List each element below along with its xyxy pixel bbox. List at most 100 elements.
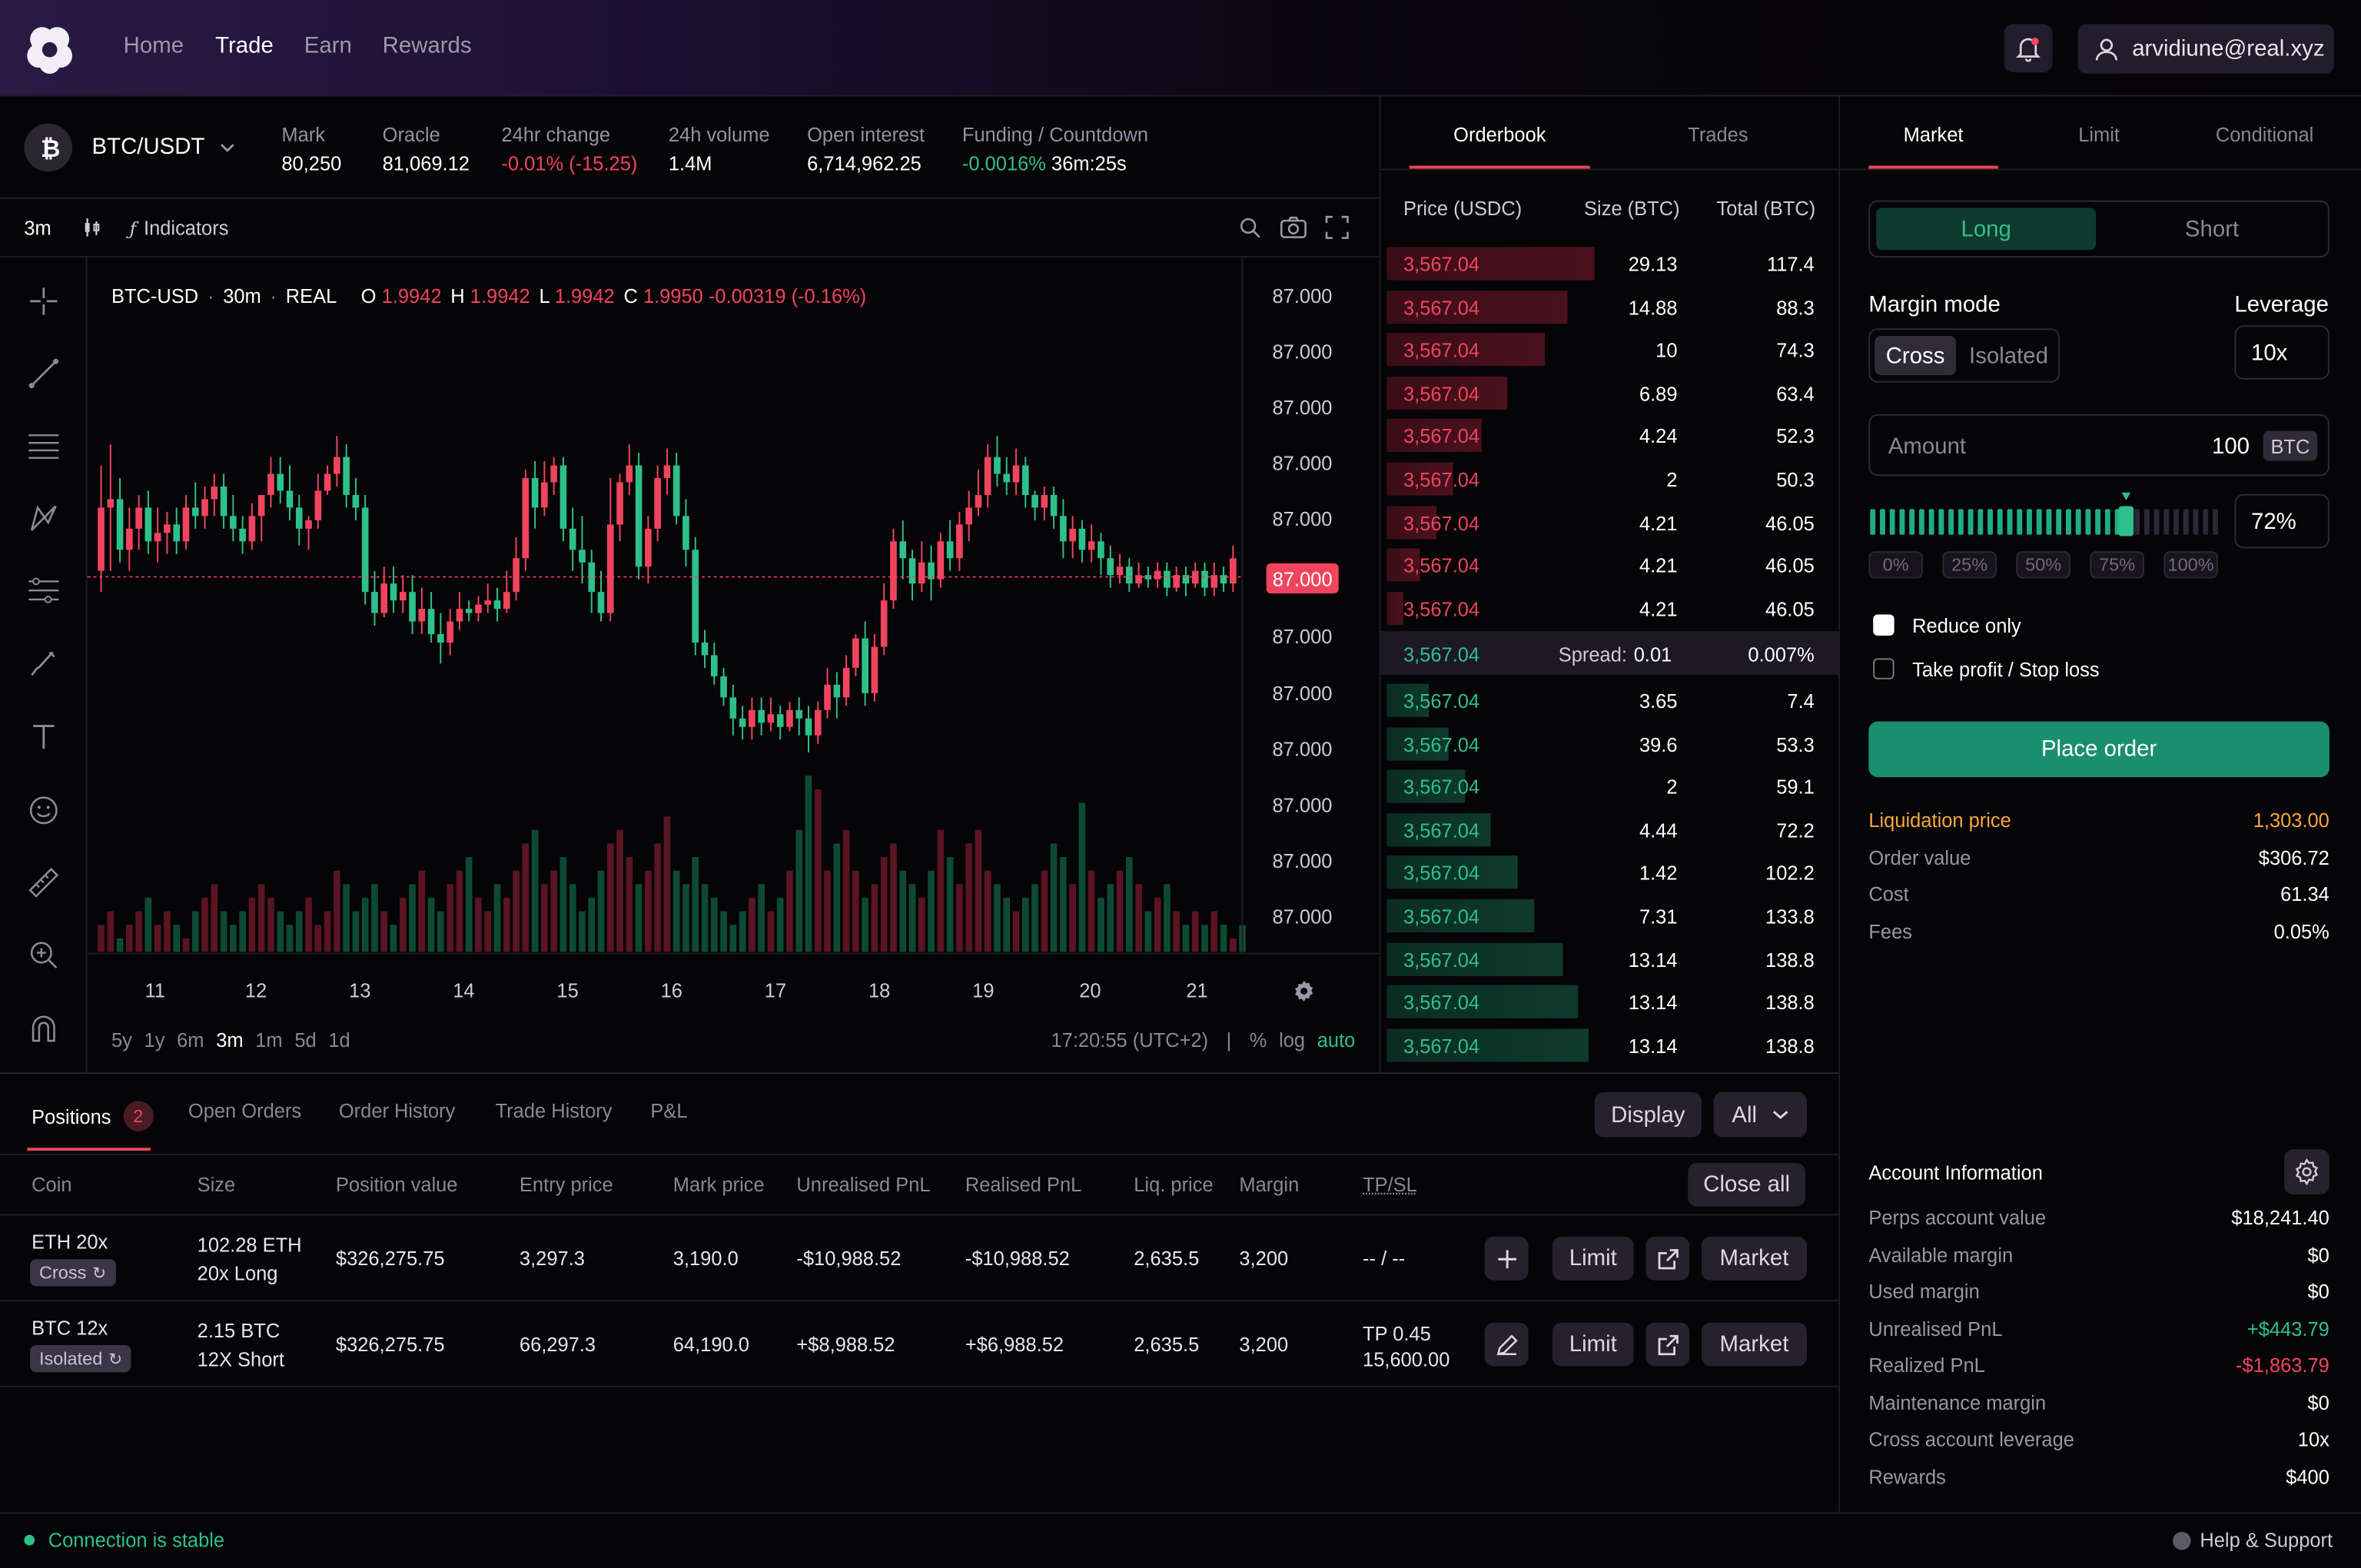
- filter-dropdown[interactable]: All: [1713, 1091, 1808, 1138]
- reduce-only-checkbox[interactable]: [1873, 614, 1894, 636]
- amount-unit[interactable]: BTC: [2263, 430, 2318, 461]
- ask-row[interactable]: 3,567.04 2 50.3: [1381, 458, 1839, 500]
- interval-selector[interactable]: 3m: [24, 217, 51, 240]
- bid-row[interactable]: 3,567.04 13.14 138.8: [1381, 981, 1839, 1023]
- ask-row[interactable]: 3,567.04 29.13 117.4: [1381, 243, 1839, 285]
- tab-order-history[interactable]: Order History: [338, 1099, 456, 1122]
- price-chart[interactable]: 87.000 87.000 87.000 87.000 87.000 87.000 87.0…: [0, 0, 1380, 1072]
- tab-trades[interactable]: Trades: [1688, 123, 1748, 147]
- ruler-icon[interactable]: [27, 866, 60, 899]
- preset-50pct[interactable]: 50%: [2016, 551, 2070, 579]
- nav-home[interactable]: Home: [123, 33, 184, 59]
- open-external-button[interactable]: [1645, 1236, 1690, 1281]
- chart-settings-icon[interactable]: [1292, 979, 1316, 1003]
- ask-row[interactable]: 3,567.04 4.21 46.05: [1381, 587, 1839, 630]
- brand-logo-icon[interactable]: [24, 24, 75, 75]
- bid-row[interactable]: 3,567.04 13.14 138.8: [1381, 938, 1839, 980]
- leverage-input[interactable]: 10x: [2234, 325, 2329, 380]
- range-1m[interactable]: 1m: [255, 1028, 283, 1051]
- cross-option[interactable]: Cross: [1875, 336, 1956, 375]
- percent-toggle[interactable]: %: [1249, 1028, 1267, 1051]
- ask-row[interactable]: 3,567.04 4.21 46.05: [1381, 501, 1839, 543]
- brush-icon[interactable]: [27, 646, 60, 679]
- preset-75pct[interactable]: 75%: [2090, 551, 2144, 579]
- zoom-in-icon[interactable]: [27, 938, 60, 972]
- user-menu-button[interactable]: arvidiune@real.xyz: [2077, 24, 2334, 75]
- bid-row[interactable]: 3,567.04 2 59.1: [1381, 766, 1839, 808]
- isolated-option[interactable]: Isolated: [1969, 342, 2049, 369]
- edit-tp-sl-button[interactable]: [1484, 1322, 1529, 1367]
- range-6m[interactable]: 6m: [177, 1028, 204, 1051]
- preset-25pct[interactable]: 25%: [1942, 551, 1997, 579]
- bid-row[interactable]: 3,567.04 3.65 7.4: [1381, 679, 1839, 722]
- ask-row[interactable]: 3,567.04 4.24 52.3: [1381, 415, 1839, 457]
- notifications-button[interactable]: [2004, 24, 2053, 73]
- nav-trade[interactable]: Trade: [215, 33, 274, 59]
- ask-row[interactable]: 3,567.04 14.88 88.3: [1381, 286, 1839, 328]
- nav-earn[interactable]: Earn: [304, 33, 352, 59]
- auto-toggle[interactable]: auto: [1317, 1028, 1356, 1051]
- pair-selector[interactable]: BTC/USDT: [92, 134, 235, 160]
- ask-row[interactable]: 3,567.04 10 74.3: [1381, 329, 1839, 371]
- account-settings-button[interactable]: [2284, 1149, 2329, 1195]
- indicators-button[interactable]: ƒ Indicators: [129, 217, 228, 239]
- fib-retracement-icon[interactable]: [27, 430, 60, 463]
- range-5y[interactable]: 5y: [111, 1028, 132, 1051]
- pattern-icon[interactable]: [27, 502, 60, 535]
- size-slider[interactable]: [1868, 491, 2223, 537]
- camera-icon[interactable]: [1280, 215, 1307, 239]
- tab-positions[interactable]: Positions 2: [32, 1101, 154, 1131]
- bid-row[interactable]: 3,567.04 1.42 102.2: [1381, 852, 1839, 894]
- range-3m[interactable]: 3m: [216, 1028, 244, 1051]
- slider-handle[interactable]: [2118, 506, 2134, 537]
- tab-open-orders[interactable]: Open Orders: [188, 1099, 302, 1122]
- help-support-link[interactable]: Help & Support: [2173, 1529, 2333, 1551]
- preset-0pct[interactable]: 0%: [1868, 551, 1923, 579]
- snapshot-search-icon[interactable]: [1237, 215, 1261, 239]
- range-1d[interactable]: 1d: [328, 1028, 350, 1051]
- tab-conditional[interactable]: Conditional: [2215, 123, 2314, 147]
- prediction-icon[interactable]: [27, 574, 60, 607]
- ask-row[interactable]: 3,567.04 4.21 46.05: [1381, 544, 1839, 586]
- margin-mode-badge[interactable]: Cross ↻: [30, 1259, 116, 1287]
- bid-row[interactable]: 3,567.04 4.44 72.2: [1381, 809, 1839, 851]
- emoji-icon[interactable]: [27, 794, 60, 827]
- range-1y[interactable]: 1y: [144, 1028, 165, 1051]
- crosshair-icon[interactable]: [27, 284, 60, 317]
- bid-row[interactable]: 3,567.04 39.6 53.3: [1381, 723, 1839, 765]
- open-external-button[interactable]: [1645, 1322, 1690, 1367]
- add-tp-sl-button[interactable]: [1484, 1236, 1529, 1281]
- place-order-button[interactable]: Place order: [1868, 721, 2329, 778]
- short-button[interactable]: Short: [2184, 216, 2240, 242]
- tp-sl-checkbox[interactable]: [1873, 658, 1894, 679]
- display-button[interactable]: Display: [1594, 1091, 1702, 1138]
- tab-orderbook[interactable]: Orderbook: [1453, 123, 1546, 147]
- magnet-icon[interactable]: [27, 1012, 60, 1045]
- margin-mode-badge[interactable]: Isolated ↻: [30, 1344, 131, 1373]
- ask-row[interactable]: 3,567.04 6.89 63.4: [1381, 372, 1839, 414]
- trendline-icon[interactable]: [27, 357, 60, 390]
- long-button[interactable]: Long: [1876, 208, 2097, 251]
- close-all-button[interactable]: Close all: [1688, 1162, 1806, 1207]
- preset-100pct[interactable]: 100%: [2163, 551, 2218, 579]
- log-toggle[interactable]: log: [1279, 1028, 1306, 1051]
- nav-rewards[interactable]: Rewards: [382, 33, 472, 59]
- limit-close-button[interactable]: Limit: [1552, 1236, 1634, 1281]
- time-tick: 20: [1079, 980, 1101, 1002]
- ob-price: 3,567.04: [1403, 339, 1480, 362]
- range-5d[interactable]: 5d: [294, 1028, 317, 1051]
- market-close-button[interactable]: Market: [1701, 1236, 1808, 1281]
- market-close-button[interactable]: Market: [1701, 1322, 1808, 1367]
- tab-trade-history[interactable]: Trade History: [495, 1099, 613, 1122]
- candles-type-icon[interactable]: [81, 217, 102, 238]
- text-tool-icon[interactable]: [27, 720, 60, 753]
- bid-row[interactable]: 3,567.04 13.14 138.8: [1381, 1024, 1839, 1066]
- percent-input[interactable]: 72%: [2234, 493, 2329, 549]
- tab-pnl[interactable]: P&L: [650, 1099, 688, 1122]
- tab-market[interactable]: Market: [1903, 123, 1964, 147]
- tab-limit[interactable]: Limit: [2078, 123, 2120, 147]
- bid-row[interactable]: 3,567.04 7.31 133.8: [1381, 895, 1839, 937]
- limit-close-button[interactable]: Limit: [1552, 1322, 1634, 1367]
- amount-field[interactable]: Amount 100 BTC: [1868, 414, 2329, 477]
- fullscreen-icon[interactable]: [1325, 215, 1349, 239]
